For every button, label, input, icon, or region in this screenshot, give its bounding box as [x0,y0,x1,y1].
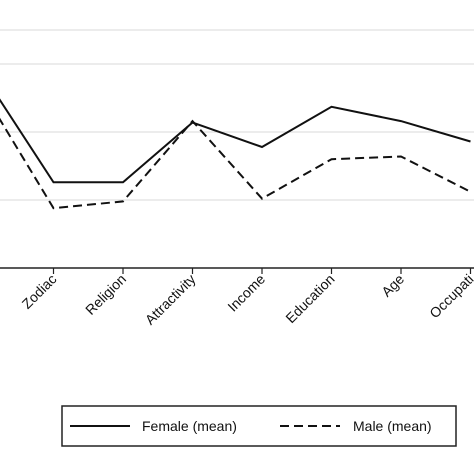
x-tick-labels: ntelligenceZodiacReligionAttractivityInc… [19,271,474,328]
legend-male-label: Male (mean) [353,418,432,434]
x-tick-label: Income [224,271,268,315]
x-tick-label: Attractivity [142,271,199,328]
x-axis [0,267,474,274]
legend-female-label: Female (mean) [142,418,237,434]
x-tick-label: Zodiac [19,271,60,312]
x-tick-label: Religion [82,271,129,318]
series-line-male [0,117,471,210]
series-lines [0,98,471,210]
x-tick-label: Education [282,271,337,326]
x-tick-label: Occupati [426,271,474,321]
series-line-female [0,98,471,184]
legend: Female (mean) Male (mean) [61,405,457,447]
y-gridlines [0,29,474,201]
x-tick-label: Age [378,271,407,300]
